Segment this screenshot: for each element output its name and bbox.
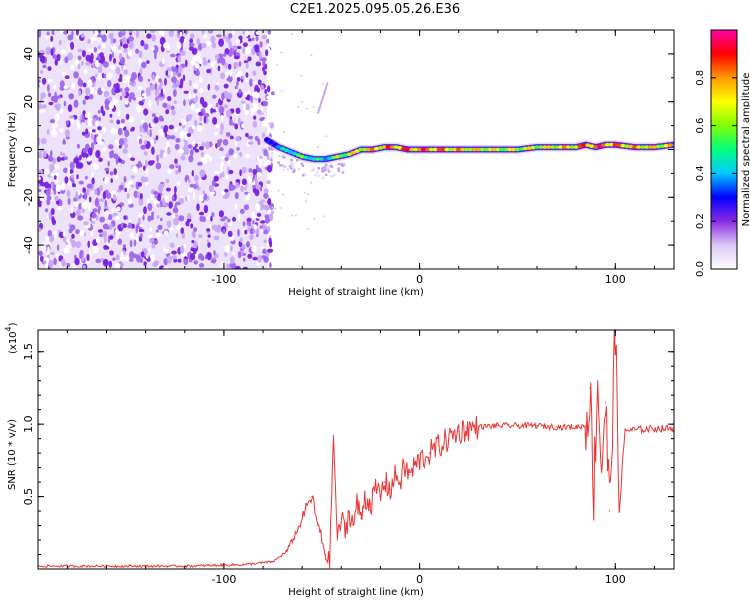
snr-data-point	[497, 425, 499, 427]
snr-data-point	[360, 517, 362, 519]
y-tick-label: 0	[22, 146, 35, 153]
y-tick-label: 1.5	[22, 343, 35, 361]
colorbar-tick-label: 0.8	[695, 70, 706, 86]
line-ylabel: SNR (10 * v/v)	[7, 419, 18, 490]
snr-data-point	[624, 429, 626, 431]
line-xlabel: Height of straight line (km)	[288, 587, 424, 598]
snr-data-point	[348, 510, 350, 512]
snr-data-point	[389, 488, 391, 490]
x-tick-label: 0	[416, 573, 423, 586]
snr-data-point	[297, 527, 299, 530]
snr-data-point	[614, 336, 616, 338]
snr-data-point	[340, 517, 342, 519]
snr-data-point	[285, 551, 288, 553]
snr-data-point	[395, 474, 397, 476]
y-tick-label: 20	[22, 95, 35, 109]
chart-title: C2E1.2025.095.05.26.E36	[289, 2, 461, 17]
snr-data-point	[370, 503, 372, 505]
snr-data-point	[383, 481, 385, 483]
line-axes: -100 0 100 0.5 1.0 1.5 Height of straight line…	[4, 322, 674, 598]
snr-data-point	[516, 425, 519, 427]
x-tick-label: 100	[605, 573, 626, 586]
colorbar: 0.0 0.2 0.4 0.6 0.8 Normalized spectral ampli…	[695, 29, 750, 277]
snr-data-point	[601, 467, 603, 469]
snr-data-point	[419, 459, 421, 461]
snr-data-point	[336, 539, 338, 541]
snr-data-point	[332, 435, 335, 437]
snr-data-point	[585, 425, 587, 427]
snr-data-point	[272, 561, 274, 563]
snr-data-point	[653, 427, 656, 430]
y-tick-label: 1.0	[22, 415, 35, 433]
x-tick-label: 100	[605, 273, 626, 286]
snr-data-point	[344, 532, 346, 534]
heatmap-spur	[316, 82, 329, 114]
heatmap-plot-area	[38, 30, 674, 269]
snr-data-point	[438, 445, 440, 447]
x-tick-label: -100	[211, 273, 236, 286]
colorbar-tick-label: 0.2	[695, 213, 706, 229]
snr-data-point	[311, 496, 313, 498]
y-tick-label: 40	[22, 47, 35, 61]
heatmap-ridge	[262, 135, 674, 180]
snr-data-point	[352, 524, 354, 527]
snr-data-point	[575, 426, 577, 428]
snr-data-point	[329, 561, 331, 563]
snr-data-point	[356, 503, 358, 505]
colorbar-gradient	[710, 29, 738, 270]
heatmap-noise-speckles	[38, 30, 328, 269]
snr-data-point	[399, 481, 401, 483]
snr-data-point	[608, 510, 611, 512]
snr-data-point	[556, 426, 558, 428]
snr-data-point	[428, 452, 430, 454]
snr-data-point	[448, 438, 450, 440]
snr-data-point	[375, 488, 378, 490]
heatmap-ylabel: Frequency (Hz)	[7, 112, 18, 188]
snr-data-point	[604, 401, 607, 403]
line-plot-background	[38, 330, 674, 569]
colorbar-tick-label: 0.4	[695, 165, 706, 181]
snr-data-point	[536, 425, 538, 427]
snr-data-point	[305, 507, 307, 509]
snr-series-line	[38, 330, 674, 569]
snr-data-point	[317, 524, 319, 527]
snr-data-point	[415, 464, 417, 466]
snr-data-point	[325, 553, 327, 556]
snr-data-point	[618, 510, 620, 512]
y-tick-label: -20	[22, 188, 35, 206]
snr-data-point	[458, 430, 460, 432]
snr-data-point	[597, 380, 599, 382]
snr-data-point	[364, 496, 366, 498]
colorbar-tick-label: 0.6	[695, 118, 706, 134]
snr-data-point	[379, 496, 382, 498]
snr-data-point	[409, 474, 411, 476]
y-tick-label: -40	[22, 236, 35, 254]
y-tick-label: 0.5	[22, 488, 35, 506]
heatmap-xlabel: Height of straight line (km)	[288, 287, 424, 298]
snr-data-point	[634, 429, 636, 431]
snr-data-point	[321, 539, 323, 541]
line-plot-area	[38, 330, 674, 569]
snr-data-point	[242, 564, 245, 566]
snr-data-point	[403, 467, 405, 469]
snr-data-point	[612, 380, 614, 382]
heatmap-axes: -100 0 100 -40 -20 0 20 40 Height of straight li…	[7, 29, 674, 298]
line-plot-frame	[37, 329, 675, 570]
snr-data-point	[589, 387, 591, 389]
colorbar-tick-label: 0.0	[695, 261, 706, 277]
y-multiplier: (x104)	[4, 322, 19, 354]
x-tick-label: -100	[211, 573, 236, 586]
snr-data-point	[467, 427, 470, 430]
colorbar-label: Normalized spectral amplitude	[741, 73, 750, 227]
snr-data-point	[593, 488, 595, 490]
snr-data-point	[477, 426, 479, 428]
x-tick-label: 0	[416, 273, 423, 286]
